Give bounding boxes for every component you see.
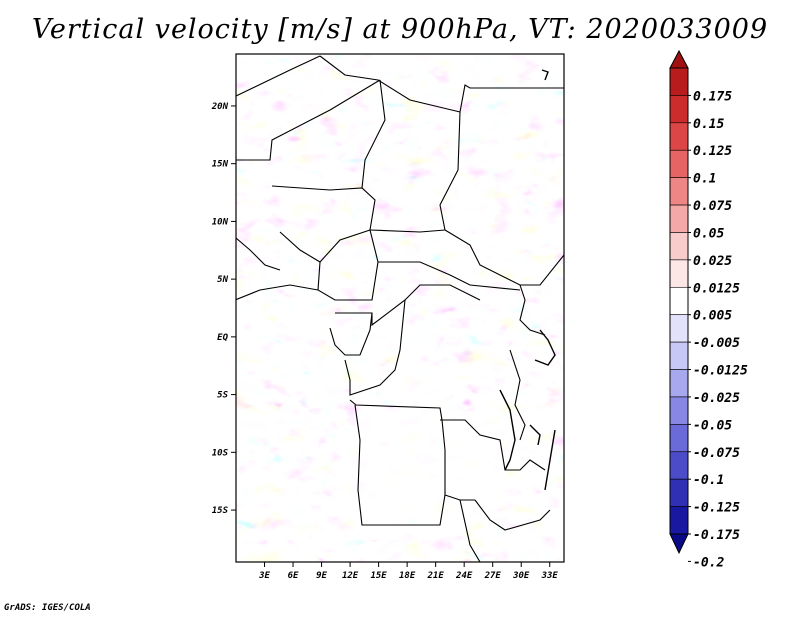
colorbar-label: 0.0125 bbox=[693, 281, 740, 296]
colorbar-segment bbox=[669, 341, 689, 370]
lat-label: 20N bbox=[211, 102, 229, 112]
colorbar-segment bbox=[669, 424, 689, 453]
lat-label: 10N bbox=[212, 217, 229, 227]
colorbar-label: -0.2 bbox=[693, 555, 724, 570]
lon-label: 18E bbox=[399, 571, 416, 581]
colorbar-label: 0.175 bbox=[693, 89, 732, 104]
lon-label: 33E bbox=[541, 571, 559, 581]
lon-label: 3E bbox=[258, 571, 270, 581]
colorbar-segment bbox=[669, 259, 689, 288]
colorbar-segment bbox=[669, 369, 689, 398]
colorbar-segment bbox=[669, 177, 689, 206]
grads-credit: GrADS: IGES/COLA bbox=[4, 603, 91, 613]
colorbar-label: 0.005 bbox=[693, 309, 732, 324]
lat-label: 5N bbox=[217, 275, 228, 285]
colorbar-label: 0.1 bbox=[693, 172, 716, 187]
lat-label: 5S bbox=[217, 391, 228, 401]
colorbar-min-arrow bbox=[669, 533, 689, 555]
colorbar-segment bbox=[669, 232, 689, 261]
lat-label: 15S bbox=[212, 506, 229, 516]
colorbar-label: 0.15 bbox=[693, 117, 724, 132]
colorbar-max-arrow bbox=[669, 49, 689, 69]
lat-label: 10S bbox=[212, 448, 229, 458]
colorbar-segment bbox=[669, 67, 689, 96]
lon-label: 15E bbox=[370, 571, 387, 581]
colorbar-label: 0.05 bbox=[693, 226, 724, 241]
colorbar-segment bbox=[669, 286, 689, 316]
lon-label: 12E bbox=[342, 571, 359, 581]
latitude-axis: 20N 15N 10N 5N EQ 5S 10S 15S bbox=[211, 102, 236, 516]
lon-label: 24E bbox=[455, 571, 473, 581]
colorbar-label: 0.075 bbox=[693, 199, 732, 214]
map-title: Vertical velocity [m/s] at 900hPa, VT: 2… bbox=[31, 14, 769, 45]
colorbar-segment bbox=[669, 478, 689, 507]
colorbar-segment bbox=[669, 204, 689, 233]
lat-label: 15N bbox=[212, 160, 229, 170]
colorbar-segment bbox=[669, 149, 689, 178]
colorbar-label: -0.005 bbox=[693, 336, 740, 351]
colorbar-segment bbox=[669, 506, 689, 535]
colorbar: 0.175 0.15 0.125 0.1 0.075 0.05 0.025 0.0125 0.0… bbox=[669, 49, 748, 570]
colorbar-segment bbox=[669, 396, 689, 425]
colorbar-label: -0.025 bbox=[693, 391, 740, 406]
lat-label: EQ bbox=[217, 333, 228, 343]
lon-label: 6E bbox=[288, 571, 299, 581]
country-borders bbox=[236, 55, 564, 562]
map-frame bbox=[235, 53, 565, 563]
lon-label: 9E bbox=[316, 571, 327, 581]
low-activity-region bbox=[352, 405, 520, 540]
colorbar-label: -0.0125 bbox=[693, 364, 748, 379]
lon-label: 30E bbox=[512, 571, 530, 581]
lon-label: 21E bbox=[427, 571, 445, 581]
colorbar-label: -0.05 bbox=[693, 418, 732, 433]
colorbar-label: -0.075 bbox=[693, 446, 740, 461]
colorbar-label: -0.175 bbox=[693, 528, 740, 543]
colorbar-segment bbox=[669, 122, 689, 151]
lakes bbox=[499, 69, 556, 491]
lon-label: 27E bbox=[484, 571, 502, 581]
colorbar-segment bbox=[669, 95, 689, 124]
colorbar-label: 0.025 bbox=[693, 254, 732, 269]
longitude-axis: 3E 6E 9E 12E 15E 18E 21E 24E 27E 30E 33E bbox=[258, 562, 558, 581]
colorbar-segment bbox=[669, 314, 689, 343]
colorbar-segment bbox=[669, 451, 689, 480]
colorbar-label: 0.125 bbox=[693, 144, 732, 159]
colorbar-label: -0.1 bbox=[693, 473, 724, 488]
colorbar-label: -0.125 bbox=[693, 501, 740, 516]
map-panel bbox=[235, 53, 565, 563]
